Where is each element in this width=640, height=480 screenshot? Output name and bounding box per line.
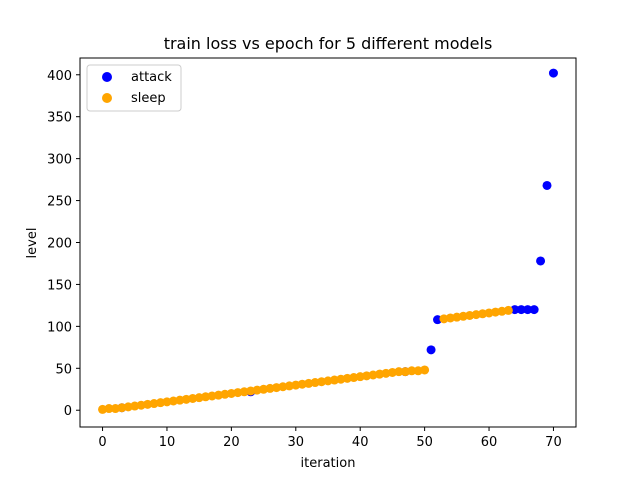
attack-point — [523, 305, 533, 315]
y-axis-label: level — [25, 228, 40, 259]
legend-label-attack: attack — [131, 70, 172, 85]
x-tick-label: 70 — [545, 435, 562, 450]
y-tick-label: 200 — [47, 237, 72, 252]
y-tick-label: 300 — [47, 153, 72, 168]
sleep-point — [420, 365, 430, 375]
attack-point — [516, 305, 526, 315]
x-tick-label: 40 — [352, 435, 369, 450]
y-tick-label: 0 — [64, 404, 72, 419]
sleep-point — [503, 305, 513, 315]
attack-point — [536, 256, 546, 266]
x-tick-label: 20 — [223, 435, 240, 450]
legend-marker-attack — [102, 72, 112, 82]
attack-point — [426, 345, 436, 355]
y-tick-label: 50 — [55, 362, 72, 377]
y-tick-label: 250 — [47, 195, 72, 210]
sleep-point — [104, 404, 114, 414]
x-axis-label: iteration — [301, 456, 356, 471]
x-axis-ticks: 0 10 20 30 40 50 60 70 — [98, 427, 562, 450]
x-tick-label: 30 — [288, 435, 305, 450]
y-tick-label: 100 — [47, 320, 72, 335]
y-tick-label: 400 — [47, 69, 72, 84]
attack-point — [529, 305, 539, 315]
x-tick-label: 60 — [481, 435, 498, 450]
attack-point — [548, 68, 558, 78]
plot-points — [98, 68, 558, 414]
legend-marker-sleep — [102, 93, 112, 103]
legend: attack sleep — [86, 64, 182, 112]
x-tick-label: 50 — [416, 435, 433, 450]
attack-point — [542, 180, 552, 190]
y-tick-label: 150 — [47, 278, 72, 293]
x-tick-label: 0 — [98, 435, 106, 450]
chart-title: train loss vs epoch for 5 different mode… — [164, 34, 493, 53]
plot-area-frame — [79, 57, 577, 428]
y-axis-ticks: 0 50 100 150 200 250 300 350 400 — [47, 69, 80, 419]
y-tick-label: 350 — [47, 111, 72, 126]
legend-label-sleep: sleep — [131, 91, 166, 106]
sleep-point — [394, 367, 404, 377]
x-tick-label: 10 — [159, 435, 176, 450]
sleep-point — [407, 366, 417, 376]
